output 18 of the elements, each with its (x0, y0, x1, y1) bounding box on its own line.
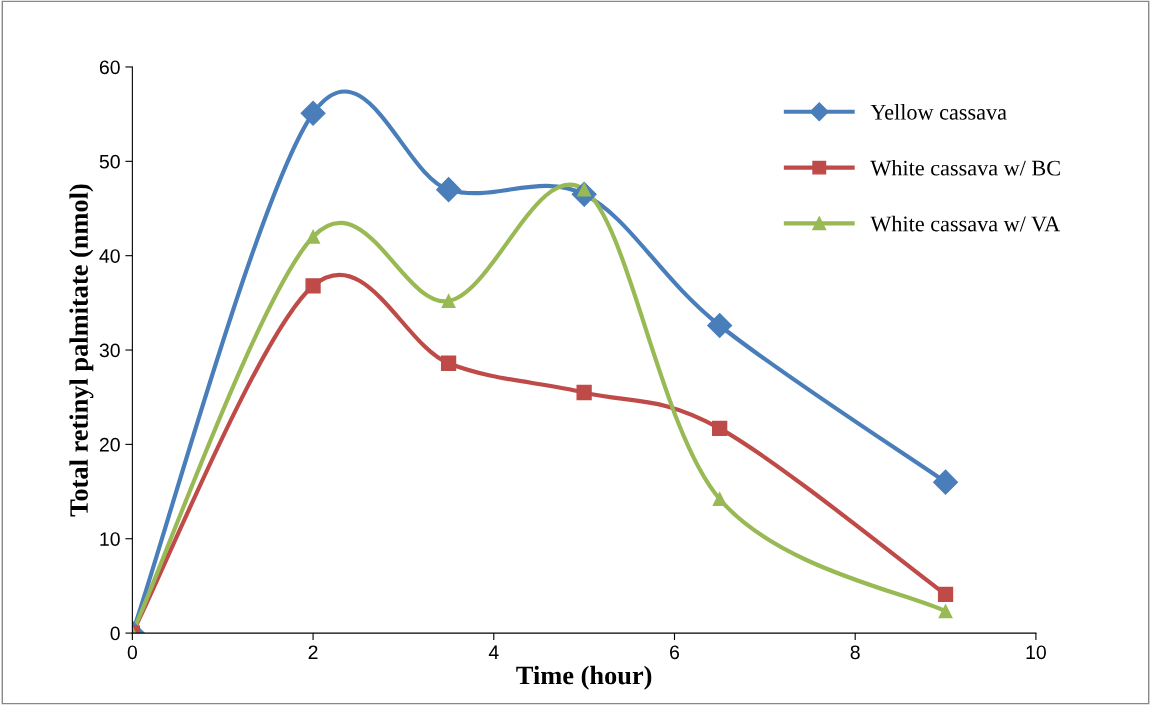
x-tick-label: 4 (488, 645, 499, 659)
x-axis-title: Time (hour) (516, 665, 652, 690)
legend-label: Yellow cassava (870, 104, 1007, 120)
y-tick-label: 20 (99, 437, 120, 452)
x-tick-label: 8 (850, 645, 860, 660)
y-tick-label: 50 (99, 154, 120, 169)
y-tick-label: 0 (110, 626, 120, 641)
x-tick-label: 2 (308, 645, 318, 659)
x-tick-label: 10 (1026, 645, 1046, 660)
y-tick-label: 40 (99, 249, 120, 263)
x-tick-label: 6 (670, 645, 680, 660)
y-tick-label: 60 (99, 60, 120, 75)
x-tick-label: 0 (127, 645, 138, 660)
legend-label: White cassava w/ VA (870, 215, 1061, 232)
y-tick-label: 10 (100, 532, 120, 546)
legend-label: White cassava w/ BC (870, 159, 1060, 176)
y-axis-title: Total retinyl palmitate (nmol) (69, 184, 94, 517)
y-tick-label: 30 (99, 343, 120, 358)
